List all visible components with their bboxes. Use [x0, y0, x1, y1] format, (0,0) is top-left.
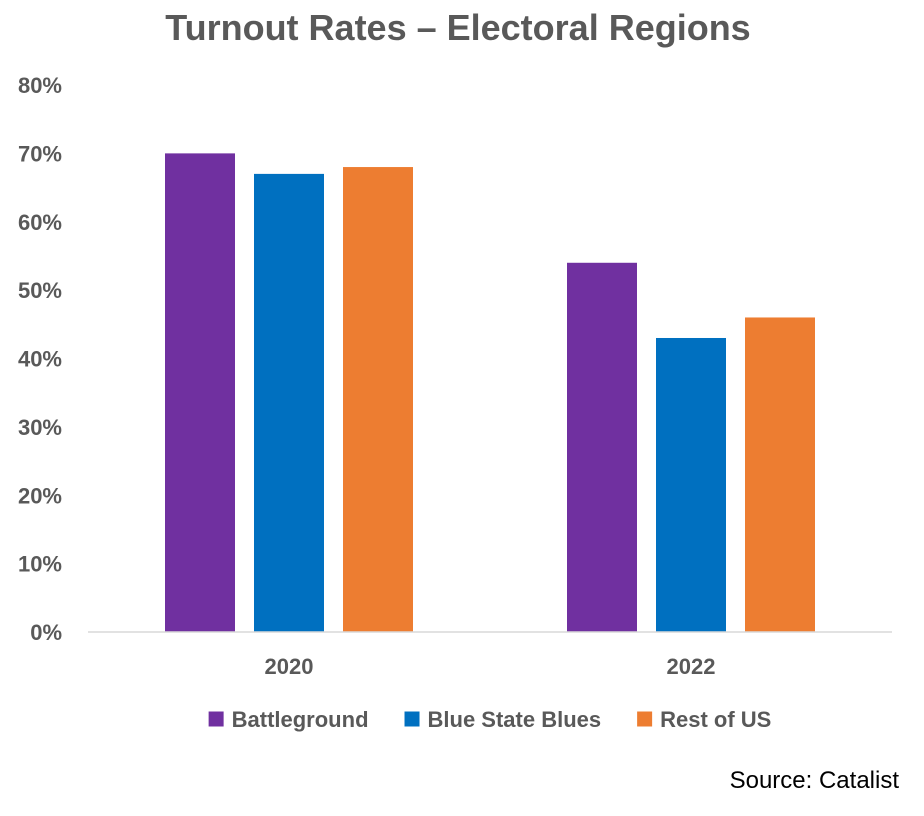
legend-swatch-rest-of-us [637, 711, 653, 727]
bar-battleground-2020 [165, 153, 235, 632]
bar-blue-state-blues-2020 [254, 173, 324, 632]
legend: Battleground Blue State Blues Rest of US [208, 707, 771, 732]
source-note: Source: Catalist [730, 767, 900, 794]
y-tick-label: 0% [30, 620, 62, 645]
bars [165, 153, 815, 633]
legend-label-rest-of-us: Rest of US [660, 707, 771, 732]
y-tick-label: 10% [18, 552, 62, 577]
y-tick-label: 50% [18, 278, 62, 303]
y-tick-label: 40% [18, 347, 62, 372]
y-axis: 0% 10% 20% 30% 40% 50% 60% 70% 80% [18, 73, 62, 645]
legend-label-blue-state-blues: Blue State Blues [428, 707, 602, 732]
y-tick-label: 20% [18, 483, 62, 508]
x-tick-label: 2022 [667, 654, 716, 679]
bar-rest-of-us-2020 [343, 167, 413, 633]
y-tick-label: 60% [18, 210, 62, 235]
bar-blue-state-blues-2022 [656, 337, 726, 632]
legend-label-battleground: Battleground [232, 707, 369, 732]
bar-rest-of-us-2022 [745, 317, 815, 632]
y-tick-label: 70% [18, 141, 62, 166]
chart-title: Turnout Rates – Electoral Regions [165, 7, 750, 48]
legend-swatch-blue-state-blues [404, 711, 420, 727]
legend-swatch-battleground [208, 711, 224, 727]
y-tick-label: 80% [18, 73, 62, 98]
x-tick-label: 2020 [265, 654, 314, 679]
x-axis: 2020 2022 [265, 654, 716, 679]
bar-battleground-2022 [567, 262, 637, 632]
y-tick-label: 30% [18, 415, 62, 440]
